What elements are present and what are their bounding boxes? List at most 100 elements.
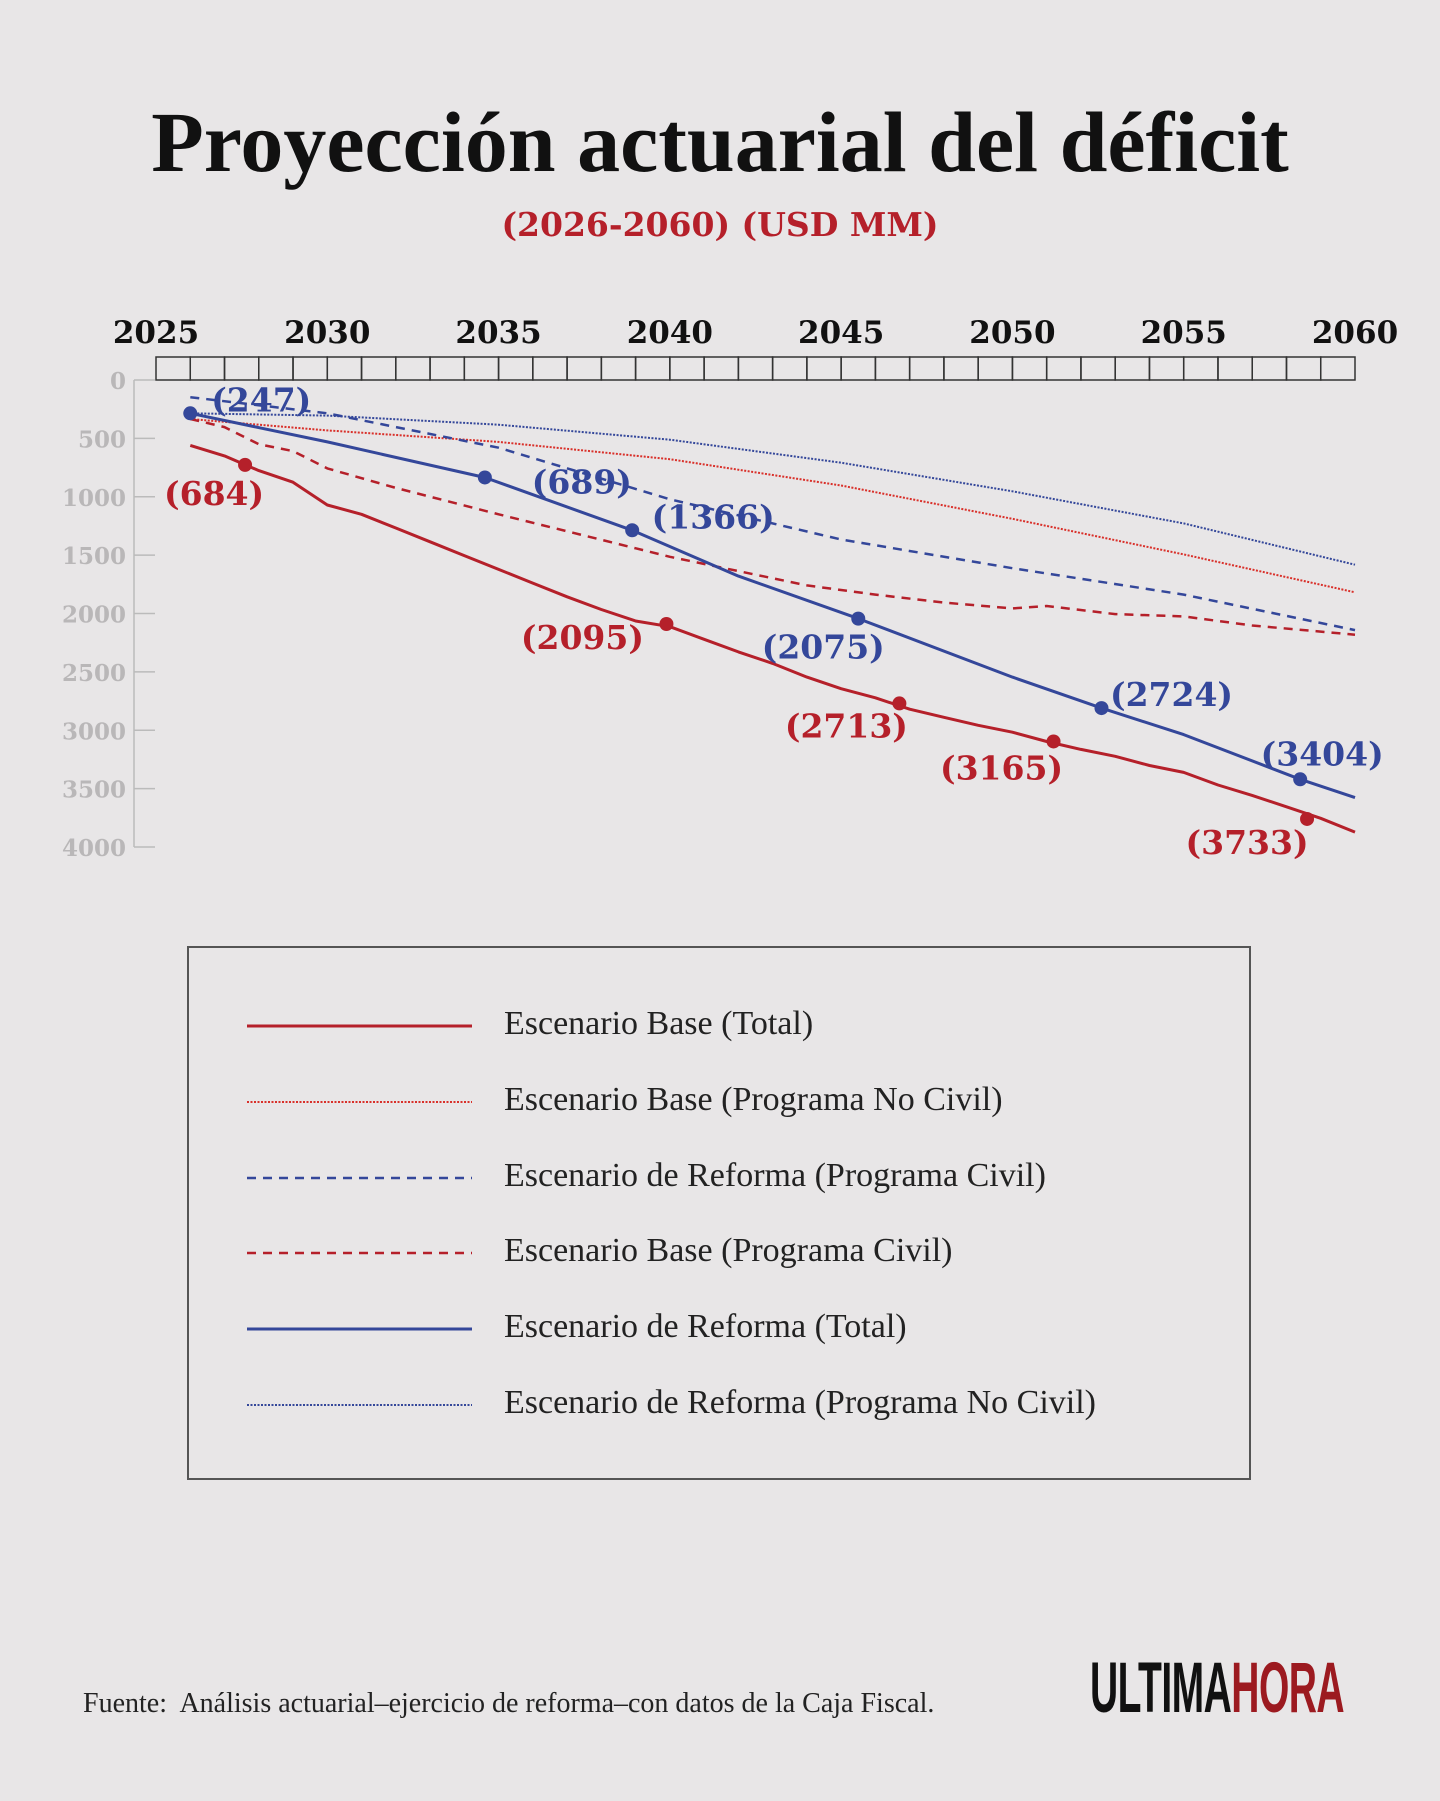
data-point <box>238 457 253 472</box>
x-tick-box <box>1148 356 1185 381</box>
data-point <box>851 611 866 626</box>
legend-label: Escenario Base (Total) <box>504 1005 814 1042</box>
data-label: (247) <box>211 380 311 419</box>
legend-item: Escenario de Reforma (Total) <box>189 1308 1249 1348</box>
x-tick-box <box>1011 356 1048 381</box>
data-point <box>659 617 674 632</box>
data-label: (2095) <box>521 618 644 657</box>
x-tick-box <box>771 356 808 381</box>
legend-swatch <box>247 1327 472 1331</box>
x-tick-box <box>566 356 603 381</box>
legend: Escenario Base (Total) Escenario Base (P… <box>187 946 1251 1480</box>
data-point <box>625 523 640 538</box>
legend-swatch <box>247 1251 472 1255</box>
data-point <box>1094 701 1109 716</box>
legend-label: Escenario Base (Programa No Civil) <box>504 1081 1003 1118</box>
x-tick-box <box>943 356 979 381</box>
legend-label: Escenario Base (Programa Civil) <box>504 1232 953 1269</box>
source-note: Fuente: Análisis actuarial–ejercicio de … <box>83 1688 935 1719</box>
y-tick-label: 3500 <box>62 777 126 804</box>
legend-swatch <box>247 1404 472 1406</box>
legend-item: Escenario de Reforma (Programa Civil) <box>189 1157 1249 1197</box>
data-point <box>1293 772 1308 787</box>
x-tick-box <box>806 356 842 381</box>
x-tick-box <box>395 356 431 381</box>
data-label: (689) <box>532 462 632 501</box>
logo-part-1: ULTIMA <box>1090 1649 1232 1728</box>
data-label: (2724) <box>1110 675 1233 714</box>
x-tick-label: 2060 <box>1312 315 1398 351</box>
data-label: (3404) <box>1261 734 1384 773</box>
legend-swatch <box>247 1176 472 1180</box>
y-tick-label: 4000 <box>62 835 126 862</box>
x-tick-box <box>429 356 466 381</box>
x-tick-box <box>497 356 534 381</box>
x-tick-box <box>1080 356 1116 381</box>
series-line <box>190 418 1356 594</box>
x-tick-label: 2035 <box>455 315 541 351</box>
data-label: (1366) <box>652 497 775 536</box>
x-tick-box <box>977 356 1014 381</box>
data-label: (3733) <box>1186 823 1309 862</box>
y-tick-label: 2500 <box>62 660 126 687</box>
chart-subtitle: (2026-2060) (USD MM) <box>501 205 939 244</box>
y-tick-label: 500 <box>78 426 126 453</box>
x-tick-box <box>737 356 774 381</box>
x-tick-box <box>155 356 192 381</box>
x-tick-box <box>223 356 260 381</box>
legend-item: Escenario de Reforma (Programa No Civil) <box>189 1384 1249 1424</box>
x-tick-box <box>326 356 363 381</box>
series-line <box>190 395 1356 632</box>
x-tick-label: 2055 <box>1141 315 1227 351</box>
data-point <box>1300 811 1315 826</box>
data-point <box>183 406 198 421</box>
x-tick-box <box>874 356 911 381</box>
x-tick-box <box>600 356 637 381</box>
series-line <box>189 411 1356 800</box>
x-tick-box <box>1251 356 1288 381</box>
series-line <box>189 443 1356 834</box>
x-tick-box <box>1285 356 1322 381</box>
data-point <box>477 470 492 485</box>
x-tick-label: 2040 <box>627 315 713 351</box>
y-tick-label: 0 <box>110 368 126 395</box>
y-tick-label: 2000 <box>62 602 126 629</box>
x-tick-label: 2045 <box>798 315 884 351</box>
legend-item: Escenario Base (Programa No Civil) <box>189 1081 1249 1121</box>
data-label: (2075) <box>762 628 885 667</box>
x-tick-box <box>669 356 705 381</box>
x-tick-label: 2025 <box>113 315 199 351</box>
x-tick-box <box>463 356 500 381</box>
legend-label: Escenario de Reforma (Programa Civil) <box>504 1157 1046 1194</box>
data-label: (2713) <box>785 706 908 745</box>
y-tick-label: 1000 <box>62 485 126 512</box>
x-tick-box <box>360 356 397 381</box>
legend-label: Escenario de Reforma (Total) <box>504 1308 907 1345</box>
x-tick-box <box>840 356 877 381</box>
line-chart: 2025 2030 2035 2040 2045 2050 2055 2060 0 500 1000… <box>62 315 1398 862</box>
y-tick-label: 3000 <box>62 718 126 745</box>
x-tick-label: 2050 <box>969 315 1055 351</box>
chart-title: Proyección actuarial del déficit <box>151 94 1289 190</box>
data-point <box>1046 734 1061 749</box>
x-tick-box <box>1182 356 1219 381</box>
x-tick-box <box>1217 356 1253 381</box>
legend-swatch <box>247 1101 472 1103</box>
x-tick-box <box>258 356 294 381</box>
data-label: (684) <box>164 474 264 513</box>
x-tick-box <box>292 356 329 381</box>
logo-part-2: HORA <box>1231 1649 1345 1728</box>
x-tick-box <box>908 356 945 381</box>
x-tick-box <box>1045 356 1082 381</box>
legend-swatch <box>247 1024 472 1028</box>
legend-item: Escenario Base (Programa Civil) <box>189 1232 1249 1272</box>
x-tick-box <box>1319 356 1356 381</box>
x-tick-box <box>532 356 568 381</box>
legend-item: Escenario Base (Total) <box>189 1005 1249 1045</box>
x-tick-box <box>189 356 226 381</box>
x-tick-box <box>634 356 671 381</box>
series-line <box>190 412 1356 566</box>
y-tick-label: 1500 <box>62 543 126 570</box>
ultimahora-logo: ULTIMAHORA <box>1090 1648 1345 1729</box>
x-tick-box <box>703 356 740 381</box>
